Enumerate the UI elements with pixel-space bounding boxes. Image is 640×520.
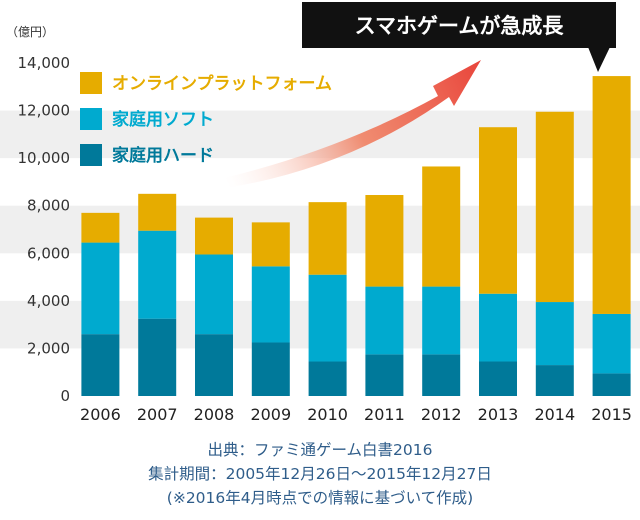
bar-segment-2009-0 (251, 342, 290, 396)
callout-text: スマホゲームが急成長 (355, 14, 565, 38)
legend: オンラインプラットフォーム 家庭用ソフト 家庭用ハード (80, 72, 332, 166)
y-tick-label: 10,000 (18, 149, 71, 167)
y-axis-ticks: 0 2,000 4,000 6,000 8,000 10,000 12,000 14,000 (18, 54, 71, 405)
y-tick-label: 12,000 (18, 102, 71, 120)
bar-segment-2015-2 (592, 76, 631, 314)
legend-swatch-soft (80, 108, 102, 130)
bar-segment-2010-2 (308, 202, 347, 275)
callout: スマホゲームが急成長 (302, 2, 616, 72)
x-tick-label: 2011 (364, 405, 405, 424)
bar-segment-2007-1 (138, 230, 177, 319)
callout-box (302, 2, 616, 48)
bar-segment-2011-2 (365, 195, 404, 287)
x-tick-label: 2015 (591, 405, 632, 424)
basis-line: (※2016年4月時点での情報に基づいて作成) (166, 489, 474, 507)
legend-swatch-online (80, 72, 102, 94)
x-tick-label: 2010 (307, 405, 348, 424)
x-axis-ticks: 2006 2007 2008 2009 2010 2011 2012 2013 2014 2015 (80, 405, 632, 424)
legend-item-soft: 家庭用ソフト (80, 108, 214, 130)
source-line: 出典：ファミ通ゲーム白書2016 (207, 441, 433, 459)
bar-segment-2015-0 (592, 373, 631, 396)
bar-segment-2009-1 (251, 266, 290, 343)
bar-segment-2013-1 (479, 293, 517, 362)
bar-segment-2010-1 (308, 274, 347, 362)
y-tick-label: 2,000 (27, 339, 70, 357)
legend-label-online: オンラインプラットフォーム (112, 73, 332, 94)
legend-item-online: オンラインプラットフォーム (80, 72, 332, 94)
bar-segment-2008-1 (195, 254, 233, 335)
bar-segment-2006-0 (81, 334, 120, 396)
y-tick-label: 6,000 (27, 244, 70, 262)
callout-pointer (588, 47, 610, 72)
bar-segment-2013-0 (479, 361, 517, 396)
source-notes: 出典：ファミ通ゲーム白書2016 集計期間：2005年12月26日〜2015年1… (0, 438, 640, 510)
bar-segment-2008-0 (195, 334, 233, 396)
growth-arrow-shaft (224, 60, 481, 188)
bar-segment-2008-2 (195, 217, 233, 255)
period-line: 集計期間：2005年12月26日〜2015年12月27日 (148, 465, 492, 483)
bar-segment-2006-2 (81, 212, 120, 243)
bar-segment-2010-0 (308, 361, 347, 396)
x-tick-label: 2013 (478, 405, 519, 424)
bar-segment-2011-1 (365, 286, 404, 355)
bar-segment-2007-0 (138, 318, 177, 396)
legend-label-hard: 家庭用ハード (112, 145, 214, 166)
y-tick-label: 4,000 (27, 292, 70, 310)
y-tick-label: 0 (60, 387, 70, 405)
x-tick-label: 2009 (250, 405, 291, 424)
y-axis-unit-label: （億円） (6, 25, 54, 39)
bar-segment-2012-1 (422, 286, 461, 355)
bar-segment-2009-2 (251, 222, 290, 267)
x-tick-label: 2006 (80, 405, 121, 424)
growth-arrow (224, 60, 481, 188)
x-tick-label: 2012 (421, 405, 462, 424)
legend-swatch-hard (80, 144, 102, 166)
bar-segment-2007-2 (138, 193, 177, 231)
y-tick-label: 8,000 (27, 197, 70, 215)
bar-segment-2006-1 (81, 242, 120, 335)
x-tick-label: 2008 (194, 405, 235, 424)
x-tick-label: 2007 (137, 405, 178, 424)
bar-segment-2011-0 (365, 354, 404, 396)
legend-item-hard: 家庭用ハード (80, 144, 214, 166)
y-tick-label: 14,000 (18, 54, 71, 72)
bar-segment-2014-2 (535, 111, 574, 303)
stacked-bar-chart: 02,0004,0006,0008,00010,00012,00014,000 … (0, 2, 640, 424)
bar-segment-2014-0 (535, 365, 574, 396)
bar-segment-2015-1 (592, 313, 631, 374)
legend-label-soft: 家庭用ソフト (112, 109, 214, 130)
bar-segment-2012-2 (422, 166, 461, 287)
bar-segment-2014-1 (535, 302, 574, 366)
bar-segment-2013-2 (479, 127, 517, 294)
x-tick-label: 2014 (534, 405, 575, 424)
bar-stacks (81, 76, 631, 396)
bar-segment-2012-0 (422, 354, 461, 396)
